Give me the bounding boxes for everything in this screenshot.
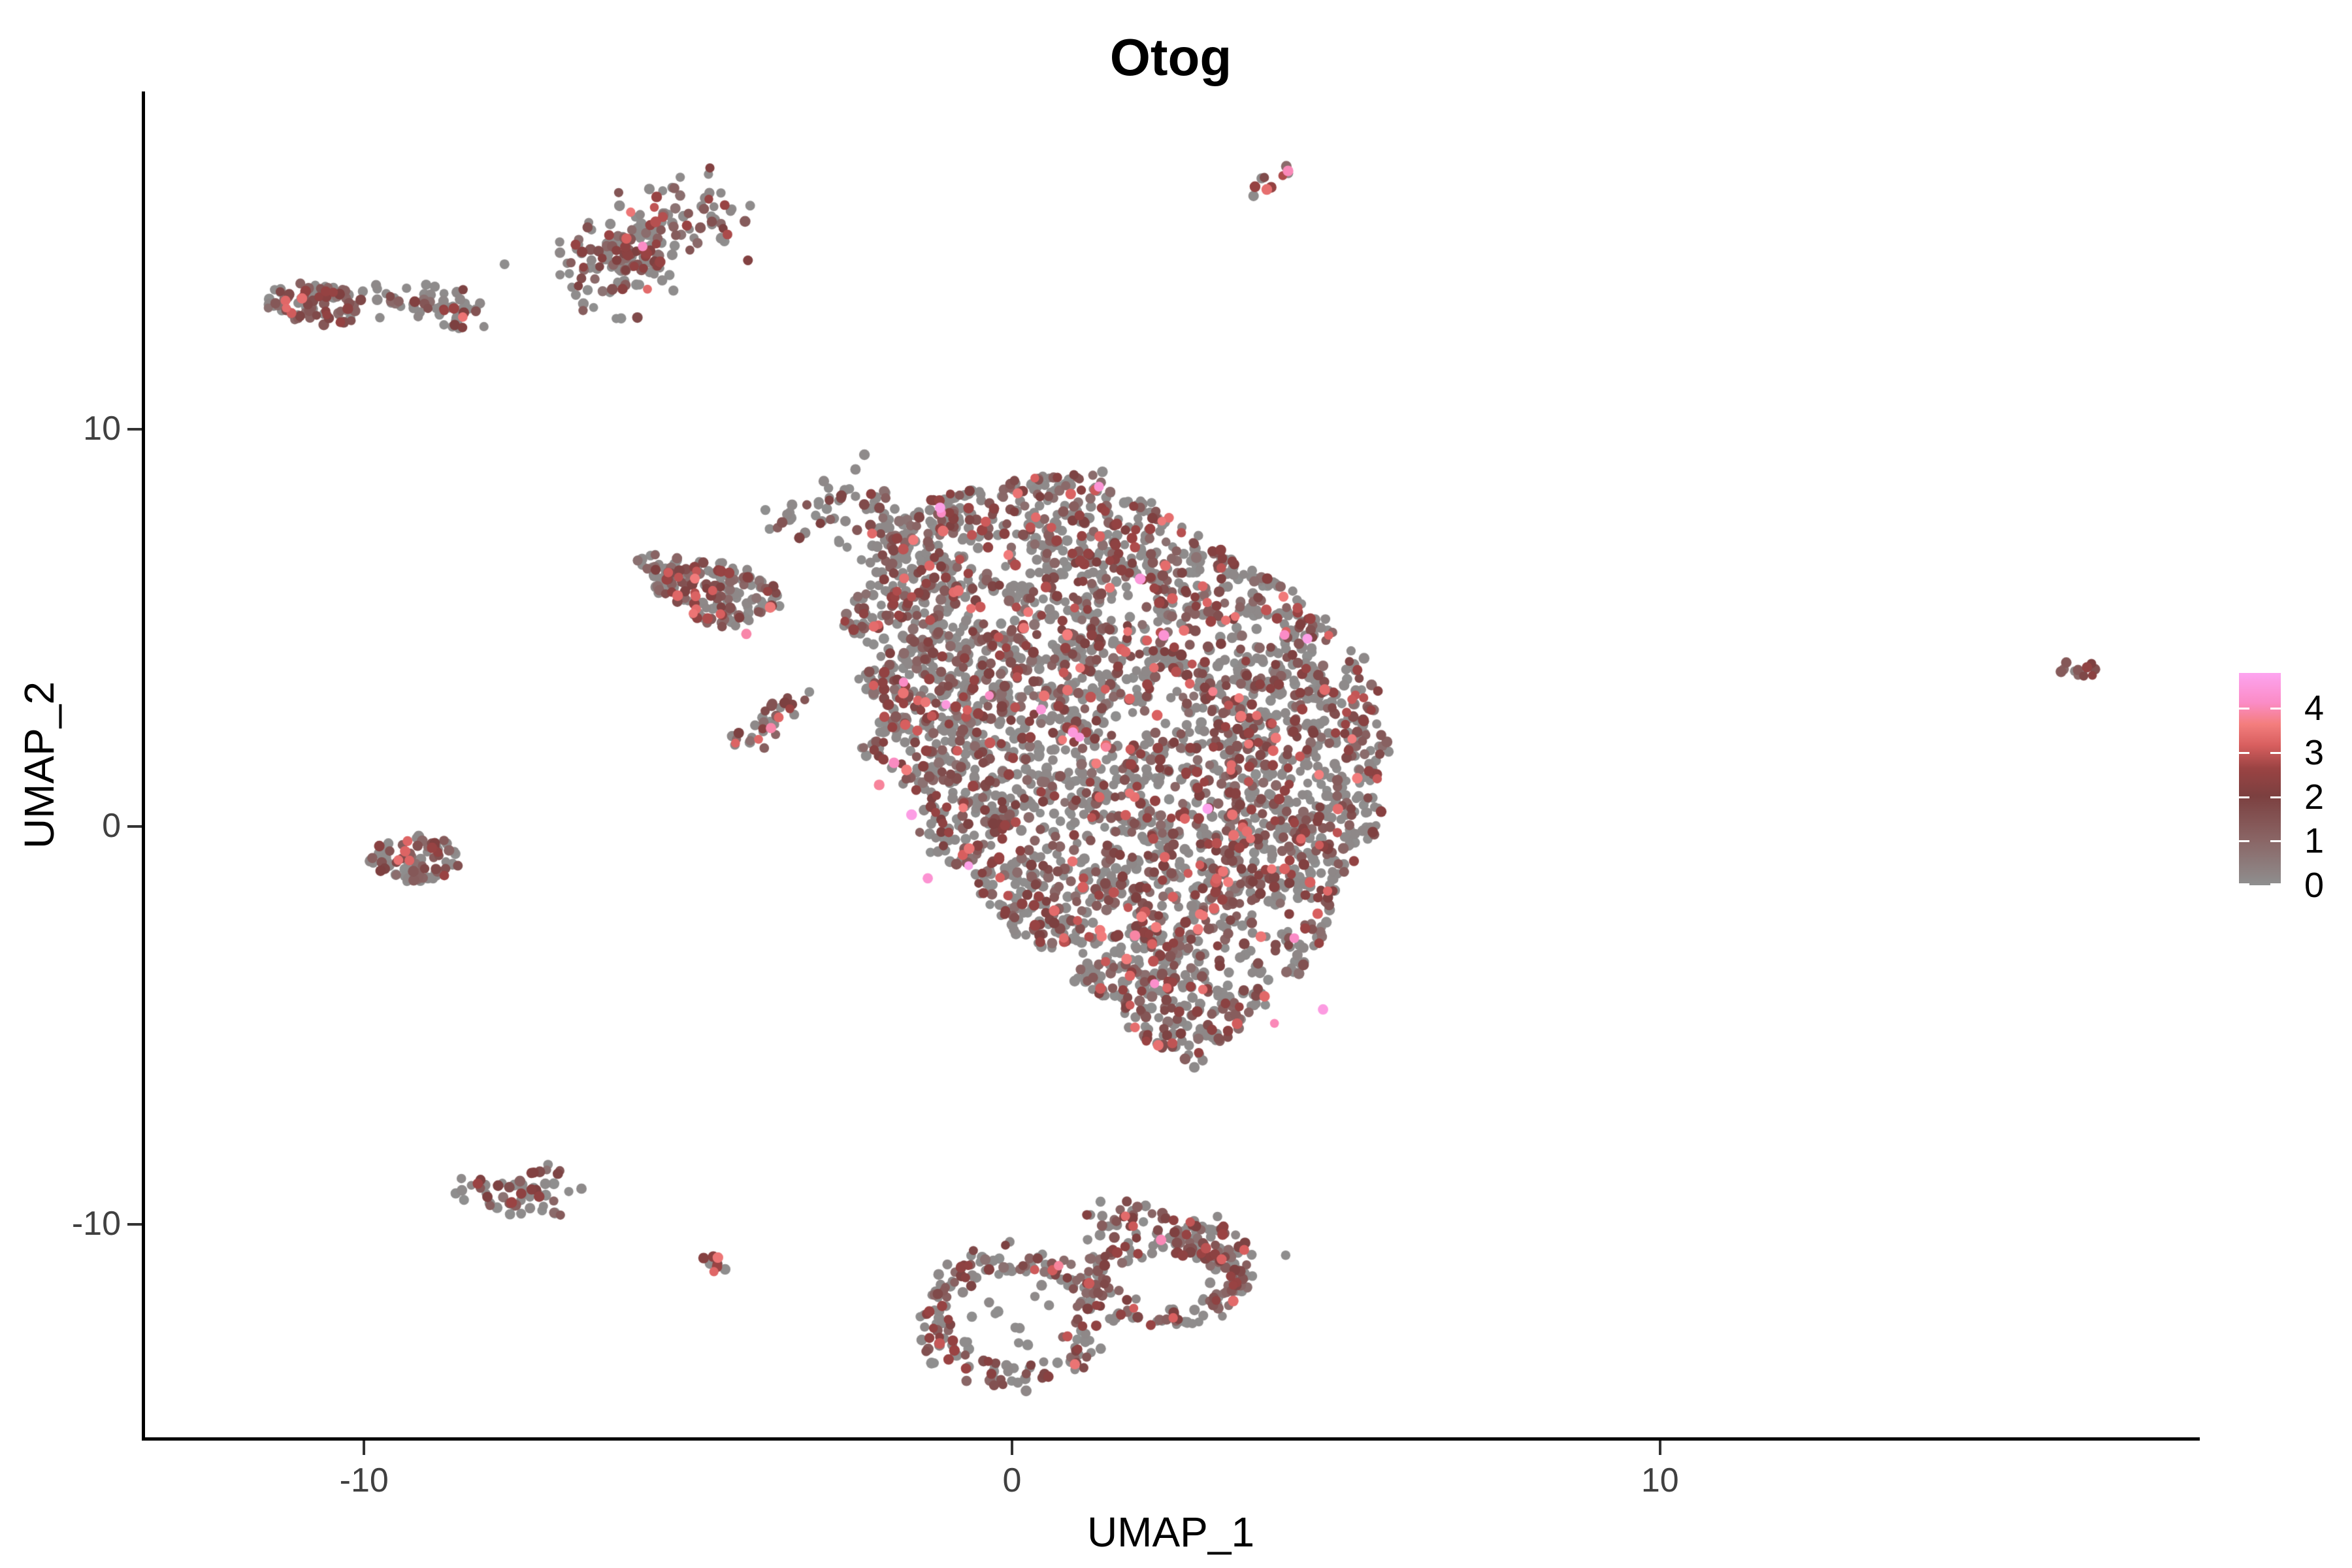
- colorbar-tick-dash: [2270, 708, 2281, 710]
- y-tick-mark: [127, 428, 142, 431]
- colorbar-tick-dash: [2239, 796, 2249, 798]
- y-tick-mark: [127, 1222, 142, 1226]
- x-axis-line: [142, 1437, 2200, 1441]
- x-tick-label: 0: [1002, 1462, 1022, 1499]
- colorbar-tick-label: 3: [2304, 732, 2325, 772]
- y-axis-title: UMAP_2: [16, 681, 63, 849]
- colorbar-tick-dash: [2270, 796, 2281, 798]
- y-axis-line: [142, 91, 145, 1441]
- colorbar-tick-label: 0: [2304, 866, 2325, 905]
- colorbar-tick-label: 1: [2304, 821, 2325, 861]
- colorbar-tick-dash: [2239, 751, 2249, 754]
- colorbar-tick-dash: [2270, 751, 2281, 754]
- x-tick-mark: [363, 1441, 366, 1455]
- x-tick-label: 10: [1641, 1462, 1679, 1499]
- y-tick-label: 0: [102, 807, 121, 845]
- x-tick-label: -10: [339, 1462, 389, 1499]
- colorbar-tick-dash: [2270, 883, 2281, 885]
- plot-title: Otog: [1109, 28, 1232, 86]
- colorbar-tick-dash: [2239, 840, 2249, 843]
- y-tick-label: -10: [71, 1204, 121, 1243]
- y-tick-label: 10: [83, 410, 121, 448]
- colorbar-tick-dash: [2239, 883, 2249, 885]
- colorbar-tick-dash: [2270, 840, 2281, 843]
- colorbar-gradient: [2239, 673, 2281, 885]
- x-tick-mark: [1011, 1441, 1013, 1455]
- colorbar-tick-label: 2: [2304, 777, 2325, 817]
- x-tick-mark: [1658, 1441, 1661, 1455]
- y-tick-mark: [127, 825, 142, 828]
- colorbar-tick-dash: [2239, 708, 2249, 710]
- colorbar-tick-label: 4: [2304, 689, 2325, 728]
- x-axis-title: UMAP_1: [1086, 1509, 1255, 1556]
